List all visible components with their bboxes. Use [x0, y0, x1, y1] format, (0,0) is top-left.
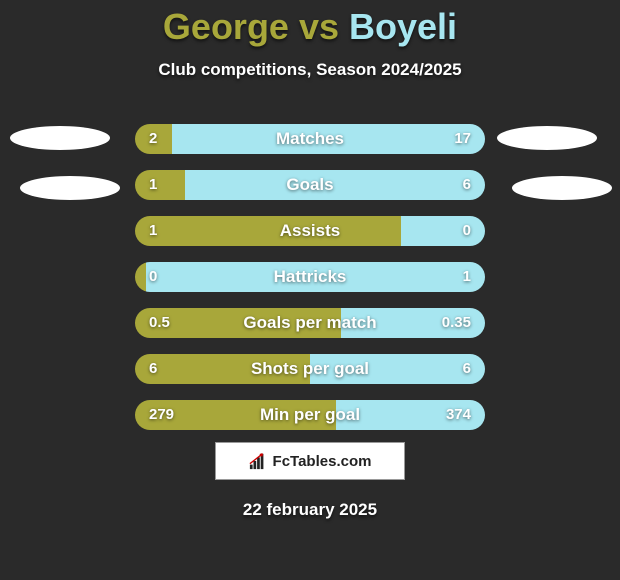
bar-right: [341, 308, 485, 338]
bar-left: [135, 262, 146, 292]
title-right: Boyeli: [349, 6, 457, 47]
stat-row: Min per goal279374: [0, 400, 620, 446]
bar-right: [172, 124, 485, 154]
bar-right: [336, 400, 485, 430]
bar-right: [401, 216, 485, 246]
source-badge[interactable]: FcTables.com: [215, 442, 405, 480]
bar-track: [135, 354, 485, 384]
bar-left: [135, 124, 172, 154]
source-text: FcTables.com: [273, 453, 372, 470]
stat-row: Hattricks01: [0, 262, 620, 308]
decorative-ellipse: [20, 176, 120, 200]
footer-date: 22 february 2025: [0, 500, 620, 520]
bar-track: [135, 308, 485, 338]
stat-row: Goals per match0.50.35: [0, 308, 620, 354]
bar-track: [135, 400, 485, 430]
bar-left: [135, 400, 336, 430]
bar-left: [135, 308, 341, 338]
fctables-logo-icon: [249, 452, 267, 470]
decorative-ellipse: [512, 176, 612, 200]
title-left: George: [163, 6, 289, 47]
stat-row: Shots per goal66: [0, 354, 620, 400]
stat-row: Assists10: [0, 216, 620, 262]
bar-left: [135, 170, 185, 200]
bar-track: [135, 124, 485, 154]
bar-track: [135, 262, 485, 292]
title-vs: vs: [289, 6, 349, 47]
bar-track: [135, 170, 485, 200]
bar-right: [146, 262, 486, 292]
decorative-ellipse: [10, 126, 110, 150]
page-title: George vs Boyeli: [0, 0, 620, 48]
subtitle: Club competitions, Season 2024/2025: [0, 60, 620, 80]
bar-left: [135, 216, 401, 246]
bar-right: [310, 354, 485, 384]
comparison-bars: Matches217Goals16Assists10Hattricks01Goa…: [0, 124, 620, 446]
bar-left: [135, 354, 310, 384]
decorative-ellipse: [497, 126, 597, 150]
bar-right: [185, 170, 485, 200]
bar-track: [135, 216, 485, 246]
